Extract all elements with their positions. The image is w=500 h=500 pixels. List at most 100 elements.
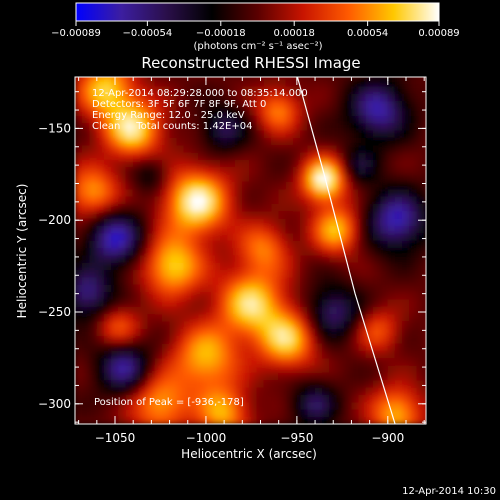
- heatmap-cell: [234, 78, 243, 87]
- heatmap-cell: [125, 225, 134, 234]
- heatmap-cell: [154, 379, 163, 388]
- heatmap-cell: [271, 166, 279, 175]
- heatmap-cell: [154, 254, 163, 263]
- heatmap-cell: [402, 115, 410, 124]
- heatmap-cell: [372, 85, 381, 94]
- heatmap-cell: [387, 77, 396, 80]
- heatmap-cell: [75, 210, 83, 219]
- heatmap-cell: [220, 394, 229, 403]
- heatmap-cell: [249, 129, 258, 138]
- heatmap-cell: [227, 188, 236, 197]
- heatmap-cell: [81, 129, 90, 138]
- heatmap-cell: [271, 269, 279, 278]
- heatmap-cell: [358, 372, 367, 381]
- heatmap-cell: [89, 225, 98, 234]
- heatmap-cell: [358, 364, 367, 373]
- heatmap-cell: [278, 93, 287, 102]
- heatmap-cell: [212, 144, 221, 153]
- heatmap-cell: [140, 298, 149, 307]
- heatmap-cell: [176, 416, 185, 424]
- heatmap-cell: [271, 240, 279, 249]
- heatmap-cell: [103, 93, 112, 102]
- heatmap-cell: [402, 269, 410, 278]
- heatmap-cell: [198, 276, 207, 285]
- heatmap-cell: [394, 129, 403, 138]
- heatmap-cell: [358, 174, 367, 182]
- heatmap-cell: [372, 379, 381, 388]
- heatmap-cell: [220, 262, 229, 271]
- heatmap-cell: [198, 166, 207, 175]
- heatmap-cell: [409, 335, 418, 344]
- heatmap-cell: [358, 409, 367, 417]
- heatmap-cell: [271, 77, 279, 80]
- heatmap-cell: [132, 262, 141, 271]
- heatmap-cell: [212, 284, 221, 293]
- heatmap-cell: [198, 181, 207, 190]
- heatmap-cell: [256, 409, 265, 417]
- heatmap-cell: [125, 386, 134, 395]
- heatmap-cell: [292, 291, 301, 300]
- heatmap-cell: [227, 342, 236, 351]
- heatmap-cell: [336, 386, 345, 395]
- heatmap-cell: [176, 328, 185, 337]
- heatmap-cell: [75, 115, 83, 124]
- heatmap-cell: [285, 203, 294, 212]
- heatmap-cell: [147, 137, 156, 146]
- heatmap-cell: [227, 401, 236, 410]
- heatmap-cell: [176, 100, 185, 109]
- heatmap-cell: [198, 372, 207, 381]
- heatmap-cell: [307, 151, 316, 160]
- heatmap-cell: [81, 364, 90, 373]
- heatmap-cell: [394, 100, 403, 109]
- heatmap-cell: [198, 144, 207, 153]
- heatmap-cell: [271, 196, 279, 204]
- heatmap-cell: [227, 107, 236, 116]
- colorbar-tick-label: −0.00089: [51, 28, 101, 39]
- heatmap-cell: [380, 342, 389, 351]
- heatmap-cell: [394, 210, 403, 219]
- heatmap-cell: [387, 276, 396, 285]
- heatmap-cell: [118, 416, 127, 424]
- heatmap-cell: [125, 364, 134, 373]
- heatmap-cell: [351, 372, 360, 381]
- heatmap-cell: [161, 379, 170, 388]
- heatmap-cell: [161, 284, 170, 293]
- heatmap-cell: [314, 159, 323, 168]
- heatmap-cell: [365, 379, 374, 388]
- heatmap-cell: [307, 174, 316, 182]
- heatmap-cell: [111, 409, 119, 417]
- heatmap-cell: [249, 196, 258, 204]
- heatmap-cell: [111, 328, 119, 337]
- heatmap-cell: [329, 306, 338, 315]
- heatmap-cell: [220, 93, 229, 102]
- heatmap-cell: [125, 401, 134, 410]
- heatmap-cell: [103, 269, 112, 278]
- heatmap-cell: [205, 254, 214, 263]
- heatmap-cell: [285, 188, 294, 197]
- heatmap-cell: [402, 218, 410, 227]
- heatmap-cell: [191, 85, 199, 94]
- heatmap-cell: [191, 151, 199, 160]
- heatmap-cell: [278, 416, 287, 424]
- heatmap-cell: [191, 409, 199, 417]
- heatmap-cell: [111, 320, 119, 329]
- heatmap-cell: [372, 137, 381, 146]
- heatmap-cell: [372, 181, 381, 190]
- heatmap-cell: [154, 181, 163, 190]
- heatmap-cell: [154, 313, 163, 322]
- heatmap-cell: [263, 401, 272, 410]
- heatmap-cell: [147, 364, 156, 373]
- heatmap-cell: [292, 247, 301, 256]
- heatmap-cell: [394, 144, 403, 153]
- heatmap-cell: [402, 262, 410, 271]
- heatmap-cell: [343, 203, 352, 212]
- heatmap-cell: [169, 78, 178, 87]
- heatmap-cell: [220, 313, 229, 322]
- heatmap-cell: [169, 313, 178, 322]
- heatmap-cell: [183, 107, 192, 116]
- heatmap-cell: [118, 254, 127, 263]
- heatmap-cell: [402, 386, 410, 395]
- heatmap-cell: [387, 328, 396, 337]
- heatmap-cell: [358, 181, 367, 190]
- heatmap-cell: [249, 166, 258, 175]
